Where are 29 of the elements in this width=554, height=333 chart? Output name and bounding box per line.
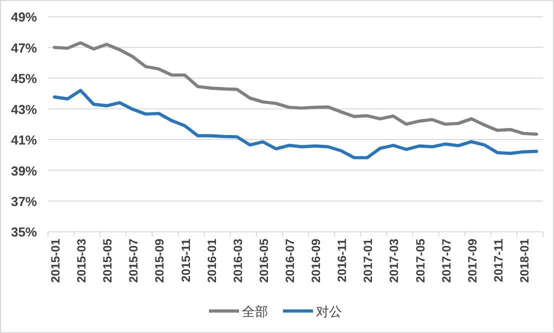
legend-label: 对公 [316, 304, 342, 319]
x-tick-label: 2017-11 [491, 238, 506, 282]
x-tick-label: 2017-03 [387, 238, 402, 283]
x-tick-label: 2016-03 [230, 238, 245, 283]
y-tick-label: 37% [10, 194, 38, 209]
x-tick-label: 2015-07 [126, 238, 141, 283]
x-tick-label: 2016-05 [256, 238, 271, 283]
legend-label: 全部 [242, 304, 268, 319]
y-tick-label: 49% [10, 10, 38, 25]
x-tick-label: 2015-09 [152, 238, 167, 283]
x-tick-label: 2016-11 [335, 238, 350, 282]
x-tick-label: 2015-03 [74, 238, 89, 283]
y-tick-label: 47% [10, 40, 38, 56]
y-tick-label: 35% [10, 224, 38, 240]
x-tick-label: 2017-09 [465, 238, 480, 283]
x-tick-label: 2016-09 [309, 238, 324, 283]
x-tick-label: 2017-01 [361, 238, 376, 283]
x-tick-label: 2017-05 [413, 238, 428, 283]
y-tick-label: 45% [10, 71, 38, 86]
y-tick-label: 43% [10, 102, 38, 117]
x-tick-label: 2016-01 [204, 238, 219, 283]
x-tick-label: 2015-11 [178, 238, 193, 282]
x-tick-label: 2015-05 [100, 238, 115, 283]
y-tick-label: 39% [10, 163, 38, 178]
x-tick-label: 2017-07 [439, 238, 454, 283]
y-tick-label: 41% [10, 132, 38, 148]
x-tick-label: 2016-07 [282, 238, 297, 283]
x-tick-label: 2015-01 [48, 238, 63, 283]
x-tick-label: 2018-01 [517, 238, 532, 283]
